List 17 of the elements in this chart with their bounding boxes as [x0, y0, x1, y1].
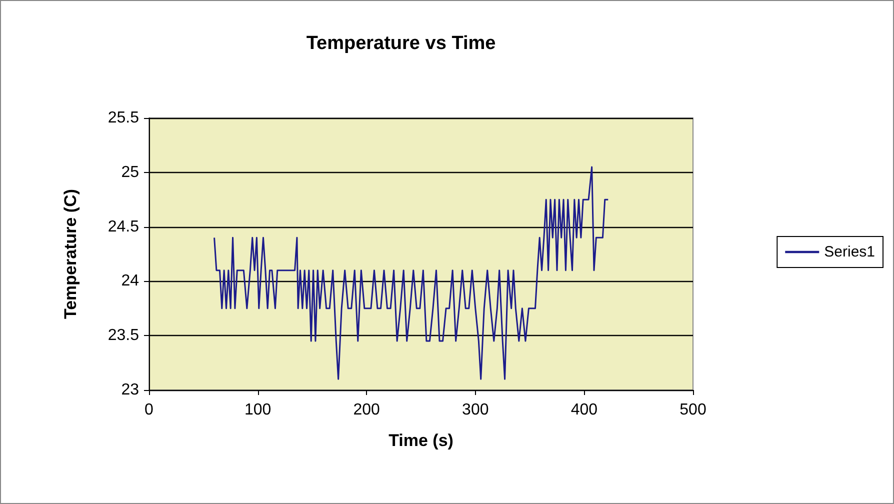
y-tick-label: 24.5 [108, 218, 140, 236]
x-tick-label: 200 [353, 402, 380, 418]
y-axis-title: Temperature (C) [61, 188, 80, 320]
x-tick-label: 400 [570, 402, 598, 418]
x-tick-label: 100 [244, 402, 272, 418]
y-tick-label: 25 [121, 164, 140, 181]
x-tick-label: 500 [680, 402, 706, 418]
y-tick-label: 24 [121, 272, 140, 290]
line-series [214, 166, 609, 380]
y-tick-label: 23.5 [108, 327, 140, 344]
x-tick-label: 300 [462, 402, 489, 418]
y-tick-label: 25.5 [108, 110, 140, 126]
legend-label: Series1 [824, 244, 875, 260]
x-tick-label: 0 [144, 402, 154, 418]
chart-title: Temperature vs Time [306, 33, 496, 54]
x-axis-title: Time (s) [388, 431, 454, 450]
y-tick-label: 23 [121, 382, 140, 398]
